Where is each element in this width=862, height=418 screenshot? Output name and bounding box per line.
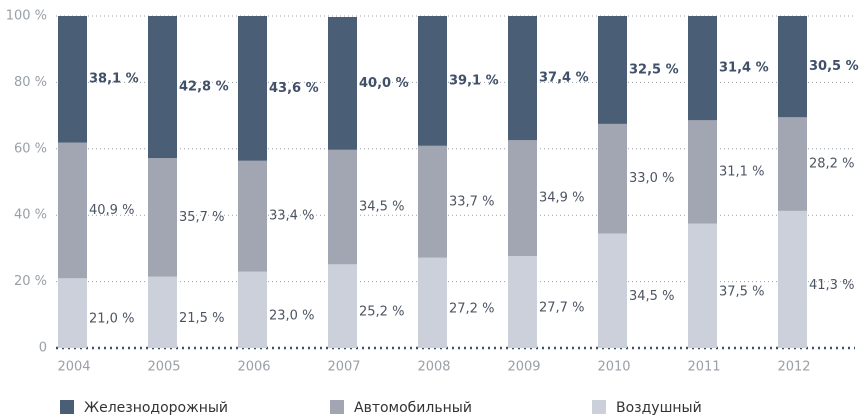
legend-swatch	[60, 400, 74, 414]
bar-segment	[778, 210, 807, 348]
value-label: 35,7 %	[179, 210, 224, 225]
value-label: 31,4 %	[719, 61, 769, 76]
x-tick-label: 2011	[687, 360, 720, 375]
bar-segment	[688, 16, 717, 121]
bar-segment	[688, 120, 717, 224]
y-tick-label: 80 %	[14, 75, 47, 90]
value-label: 40,9 %	[89, 203, 134, 218]
value-label: 31,1 %	[719, 164, 764, 179]
value-label: 23,0 %	[269, 308, 314, 323]
bar-segment	[328, 264, 357, 348]
value-label: 42,8 %	[179, 80, 229, 95]
bar-segment	[418, 257, 447, 348]
x-tick-label: 2005	[147, 360, 180, 375]
bar-segment	[148, 16, 177, 159]
bar-segment	[508, 256, 537, 348]
value-label: 33,7 %	[449, 194, 494, 209]
x-tick-label: 2006	[237, 360, 270, 375]
value-label: 41,3 %	[809, 278, 854, 293]
bar-segment	[598, 123, 627, 234]
value-label: 33,4 %	[269, 209, 314, 224]
bar-segment	[598, 16, 627, 124]
bar-segment	[418, 145, 447, 258]
x-tick-label: 2012	[777, 360, 810, 375]
value-label: 32,5 %	[629, 62, 679, 77]
bar-segment	[688, 223, 717, 348]
x-tick-label: 2004	[57, 360, 90, 375]
value-label: 40,0 %	[359, 76, 409, 91]
x-tick-label: 2009	[507, 360, 540, 375]
bar-segment	[148, 276, 177, 348]
bar-segment	[328, 16, 357, 150]
y-tick-label: 100 %	[6, 9, 47, 24]
value-label: 34,5 %	[629, 289, 674, 304]
legend-label: Железнодорожный	[84, 400, 228, 416]
bar-segment	[148, 158, 177, 277]
value-label: 37,4 %	[539, 71, 589, 86]
bar-segment	[778, 16, 807, 118]
legend-swatch	[592, 400, 606, 414]
value-label: 37,5 %	[719, 284, 764, 299]
bar-segment	[418, 16, 447, 146]
bar-segment	[238, 16, 267, 161]
value-label: 27,7 %	[539, 301, 584, 316]
legend-label: Воздушный	[616, 400, 702, 416]
legend-label: Автомобильный	[354, 400, 472, 416]
bar-segment	[328, 149, 357, 265]
y-tick-label: 0	[39, 341, 47, 356]
value-label: 27,2 %	[449, 301, 494, 316]
value-label: 34,5 %	[359, 200, 404, 215]
bar-segment	[508, 140, 537, 257]
bar-segment	[598, 233, 627, 348]
value-label: 28,2 %	[809, 157, 854, 172]
bar-segment	[508, 16, 537, 141]
y-tick-label: 20 %	[14, 274, 47, 289]
bar-segment	[58, 16, 87, 143]
x-tick-label: 2010	[597, 360, 630, 375]
value-label: 39,1 %	[449, 73, 499, 88]
value-label: 33,0 %	[629, 171, 674, 186]
value-label: 30,5 %	[809, 59, 859, 74]
bar-segment	[58, 278, 87, 348]
bar-segment	[778, 117, 807, 211]
y-tick-label: 60 %	[14, 141, 47, 156]
bar-segment	[238, 271, 267, 348]
value-label: 21,5 %	[179, 311, 224, 326]
bar-segment	[58, 142, 87, 279]
value-label: 25,2 %	[359, 305, 404, 320]
x-tick-label: 2007	[327, 360, 360, 375]
legend-swatch	[330, 400, 344, 414]
value-label: 43,6 %	[269, 81, 319, 96]
y-tick-label: 40 %	[14, 208, 47, 223]
value-label: 34,9 %	[539, 191, 584, 206]
bar-segment	[238, 160, 267, 272]
value-label: 21,0 %	[89, 312, 134, 327]
value-label: 38,1 %	[89, 72, 139, 87]
x-tick-label: 2008	[417, 360, 450, 375]
